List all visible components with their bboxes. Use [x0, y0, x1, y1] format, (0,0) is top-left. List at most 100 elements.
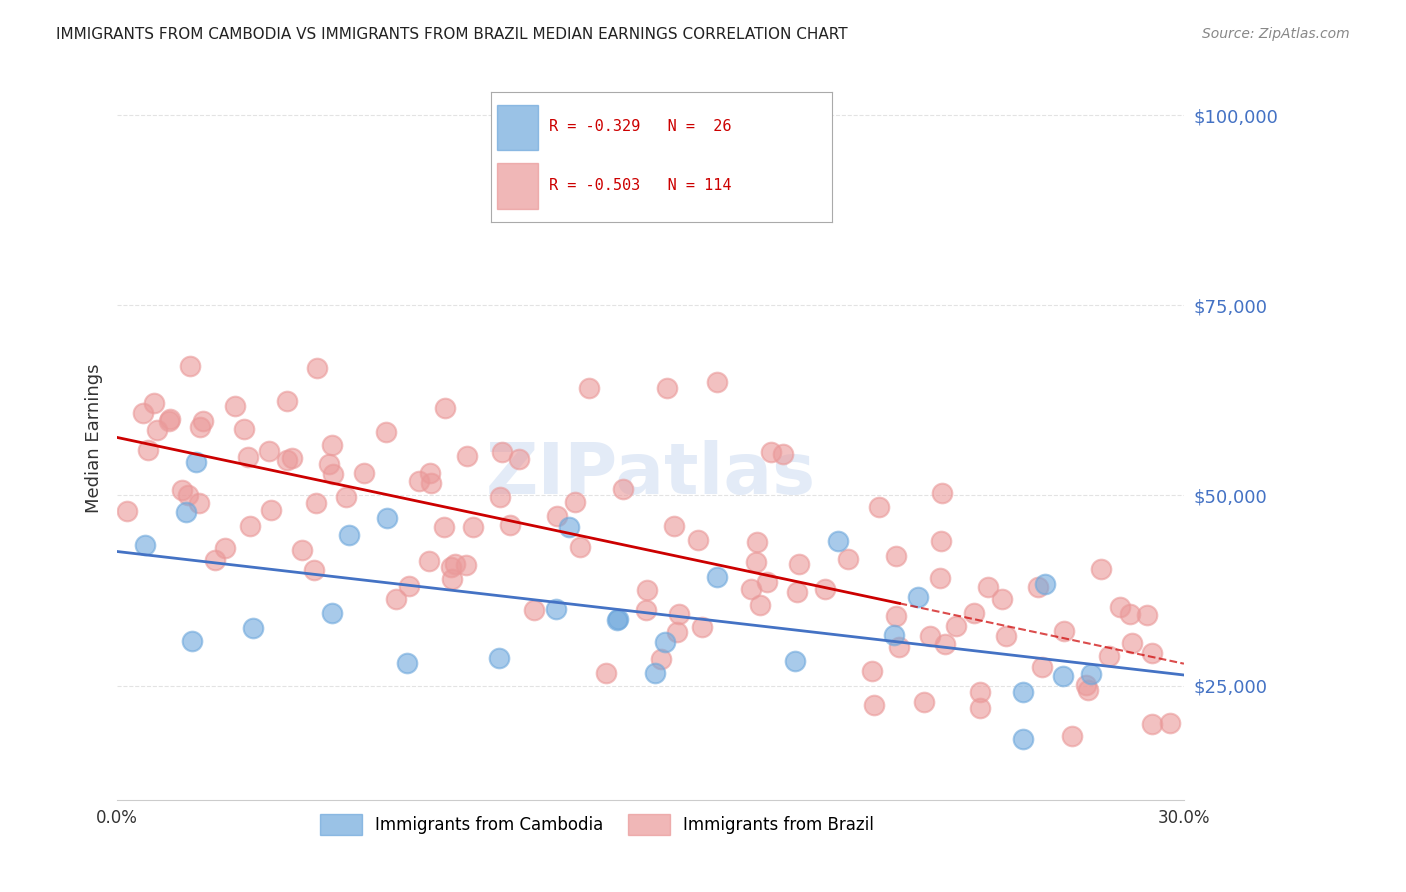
- Point: [686, 533, 709, 547]
- Point: [136, 442, 159, 457]
- Point: [321, 606, 343, 620]
- Point: [1052, 668, 1074, 682]
- Point: [322, 467, 344, 481]
- Point: [204, 553, 226, 567]
- Point: [374, 425, 396, 439]
- Point: [606, 612, 628, 626]
- Point: [945, 619, 967, 633]
- Point: [318, 457, 340, 471]
- Point: [827, 534, 849, 549]
- Point: [433, 401, 456, 416]
- Point: [214, 541, 236, 556]
- Point: [1098, 649, 1121, 664]
- Point: [523, 603, 546, 617]
- Point: [188, 495, 211, 509]
- Point: [305, 495, 328, 509]
- Point: [1031, 660, 1053, 674]
- Point: [1012, 684, 1035, 698]
- Point: [862, 698, 884, 712]
- Point: [886, 608, 908, 623]
- Point: [706, 570, 728, 584]
- Point: [418, 554, 440, 568]
- Text: IMMIGRANTS FROM CAMBODIA VS IMMIGRANTS FROM BRAZIL MEDIAN EARNINGS CORRELATION C: IMMIGRANTS FROM CAMBODIA VS IMMIGRANTS F…: [56, 27, 848, 42]
- Point: [644, 665, 666, 680]
- Point: [1121, 636, 1143, 650]
- Text: Source: ZipAtlas.com: Source: ZipAtlas.com: [1202, 27, 1350, 41]
- Point: [420, 476, 443, 491]
- Point: [783, 654, 806, 668]
- Point: [814, 582, 837, 596]
- Point: [962, 606, 984, 620]
- Point: [191, 414, 214, 428]
- Point: [934, 637, 956, 651]
- Point: [668, 607, 690, 621]
- Point: [748, 598, 770, 612]
- Point: [887, 640, 910, 655]
- Point: [747, 535, 769, 549]
- Point: [488, 651, 510, 665]
- Point: [188, 419, 211, 434]
- Point: [883, 628, 905, 642]
- Point: [787, 557, 810, 571]
- Point: [969, 701, 991, 715]
- Point: [745, 555, 768, 569]
- Point: [307, 361, 329, 376]
- Point: [375, 511, 398, 525]
- Point: [419, 466, 441, 480]
- Point: [606, 613, 628, 627]
- Point: [544, 602, 567, 616]
- Point: [931, 486, 953, 500]
- Point: [1136, 608, 1159, 623]
- Point: [662, 518, 685, 533]
- Point: [395, 657, 418, 671]
- Point: [177, 488, 200, 502]
- Point: [385, 591, 408, 606]
- Point: [634, 603, 657, 617]
- Point: [1159, 716, 1181, 731]
- Point: [868, 500, 890, 514]
- Point: [1076, 682, 1098, 697]
- Point: [1118, 607, 1140, 621]
- Legend: Immigrants from Cambodia, Immigrants from Brazil: Immigrants from Cambodia, Immigrants fro…: [321, 814, 875, 835]
- Point: [564, 495, 586, 509]
- Point: [569, 540, 592, 554]
- Point: [179, 359, 201, 373]
- Point: [242, 622, 264, 636]
- Point: [224, 399, 246, 413]
- Point: [159, 412, 181, 426]
- Point: [291, 543, 314, 558]
- Point: [1028, 581, 1050, 595]
- Point: [755, 575, 778, 590]
- Point: [1074, 678, 1097, 692]
- Point: [1140, 646, 1163, 660]
- Point: [281, 450, 304, 465]
- Point: [489, 490, 512, 504]
- Point: [321, 438, 343, 452]
- Point: [461, 520, 484, 534]
- Point: [907, 590, 929, 604]
- Point: [276, 453, 298, 467]
- Point: [654, 635, 676, 649]
- Point: [578, 381, 600, 395]
- Point: [929, 571, 952, 585]
- Point: [353, 467, 375, 481]
- Point: [259, 502, 281, 516]
- Point: [491, 444, 513, 458]
- Point: [546, 508, 568, 523]
- Y-axis label: Median Earnings: Median Earnings: [86, 364, 103, 513]
- Point: [558, 520, 581, 534]
- Text: ZIPatlas: ZIPatlas: [485, 440, 815, 509]
- Point: [146, 423, 169, 437]
- Point: [1033, 577, 1056, 591]
- Point: [181, 634, 204, 648]
- Point: [772, 447, 794, 461]
- Point: [508, 451, 530, 466]
- Point: [991, 592, 1014, 607]
- Point: [134, 538, 156, 552]
- Point: [657, 381, 679, 395]
- Point: [1011, 732, 1033, 747]
- Point: [408, 474, 430, 488]
- Point: [172, 483, 194, 498]
- Point: [1090, 562, 1112, 576]
- Point: [912, 695, 935, 709]
